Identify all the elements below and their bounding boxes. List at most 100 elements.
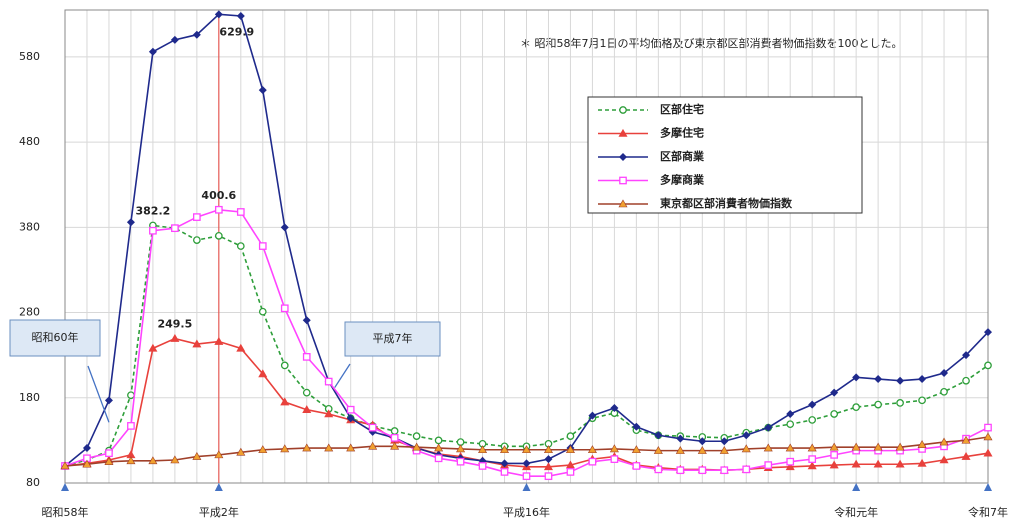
y-tick-label: 380 (19, 220, 40, 233)
marker (654, 465, 663, 474)
marker (127, 391, 135, 400)
legend-label: 多摩住宅 (660, 126, 704, 140)
legend-label: 区部商業 (660, 149, 705, 163)
marker (676, 466, 685, 475)
data-label: 382.2 (136, 204, 171, 217)
marker (741, 444, 751, 453)
marker (214, 450, 224, 459)
marker (258, 242, 267, 250)
legend-label: 多摩商業 (660, 173, 705, 187)
marker (280, 397, 290, 406)
marker (896, 376, 905, 385)
marker (236, 343, 246, 352)
marker (346, 405, 355, 414)
marker (302, 353, 311, 361)
marker (434, 436, 443, 445)
marker (258, 307, 267, 316)
data-label: 249.5 (157, 318, 192, 331)
marker (808, 400, 817, 409)
marker (258, 445, 268, 454)
marker (368, 423, 377, 432)
marker (720, 466, 729, 475)
marker (896, 399, 904, 407)
marker (653, 446, 663, 454)
marker (874, 400, 882, 409)
marker (324, 377, 333, 386)
marker (193, 236, 201, 244)
marker (412, 442, 422, 451)
marker (874, 375, 883, 384)
y-tick-label: 580 (19, 50, 40, 63)
marker (873, 442, 883, 451)
marker (983, 448, 993, 457)
x-tick-label: 昭和58年 (42, 505, 89, 519)
marker (654, 431, 663, 440)
callout-box (344, 321, 441, 357)
marker (918, 396, 926, 405)
data-label: 400.6 (201, 189, 236, 202)
marker (830, 451, 839, 459)
marker (544, 472, 553, 481)
marker (192, 339, 202, 348)
marker (522, 459, 531, 468)
marker (984, 423, 992, 432)
marker (808, 455, 817, 463)
marker (566, 432, 575, 440)
marker (478, 462, 487, 470)
callout-arrow (87, 365, 110, 423)
marker (170, 333, 180, 342)
marker (610, 404, 619, 413)
marker (280, 304, 289, 313)
y-tick-label: 180 (19, 391, 40, 404)
marker (588, 411, 597, 420)
marker (675, 446, 685, 454)
marker (742, 431, 751, 440)
marker (698, 466, 707, 475)
marker (148, 456, 158, 465)
legend-box (587, 96, 863, 214)
marker (829, 442, 839, 451)
marker (171, 224, 179, 233)
marker (786, 409, 795, 418)
marker (918, 375, 927, 384)
marker (566, 468, 575, 476)
callout-box (9, 319, 101, 357)
y-tick-label: 280 (19, 306, 40, 319)
marker (258, 86, 267, 95)
marker (829, 460, 839, 469)
marker (940, 369, 949, 378)
marker (346, 443, 356, 452)
marker (214, 336, 224, 345)
marker (500, 459, 509, 468)
marker (324, 443, 334, 452)
marker (500, 445, 510, 454)
marker (390, 441, 400, 450)
marker (609, 444, 619, 453)
marker (149, 226, 157, 235)
marker (302, 316, 311, 325)
marker (764, 423, 773, 432)
marker (324, 409, 334, 418)
marker (785, 443, 795, 452)
marker (104, 396, 113, 405)
marker (917, 440, 927, 448)
marker (917, 458, 927, 467)
marker (390, 433, 399, 442)
marker (984, 328, 992, 337)
marker (852, 373, 861, 382)
marker (214, 231, 223, 240)
marker (522, 472, 531, 481)
marker (984, 361, 992, 370)
marker (631, 445, 641, 454)
marker (895, 442, 905, 451)
marker (456, 444, 466, 453)
marker (962, 376, 970, 385)
legend-label: 東京都区部消費者物価指数 (660, 196, 793, 210)
x-tick-label: 令和元年 (834, 505, 878, 519)
marker (873, 459, 883, 468)
x-tick-marker (984, 483, 992, 491)
marker (698, 437, 707, 446)
x-tick-label: 令和7年 (968, 505, 1008, 519)
legend-marker (619, 106, 627, 114)
